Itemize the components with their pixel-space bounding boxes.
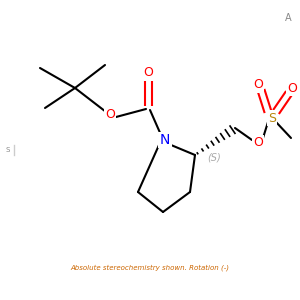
Text: N: N <box>160 133 170 147</box>
Text: O: O <box>143 67 153 80</box>
Text: O: O <box>253 79 263 92</box>
Text: O: O <box>253 136 263 149</box>
Text: O: O <box>105 109 115 122</box>
Text: S: S <box>6 147 10 153</box>
Text: O: O <box>287 82 297 94</box>
Text: Absolute stereochemistry shown. Rotation (-): Absolute stereochemistry shown. Rotation… <box>70 265 230 271</box>
Text: S: S <box>268 112 276 124</box>
Text: A: A <box>285 13 291 23</box>
Text: (S): (S) <box>207 153 221 163</box>
